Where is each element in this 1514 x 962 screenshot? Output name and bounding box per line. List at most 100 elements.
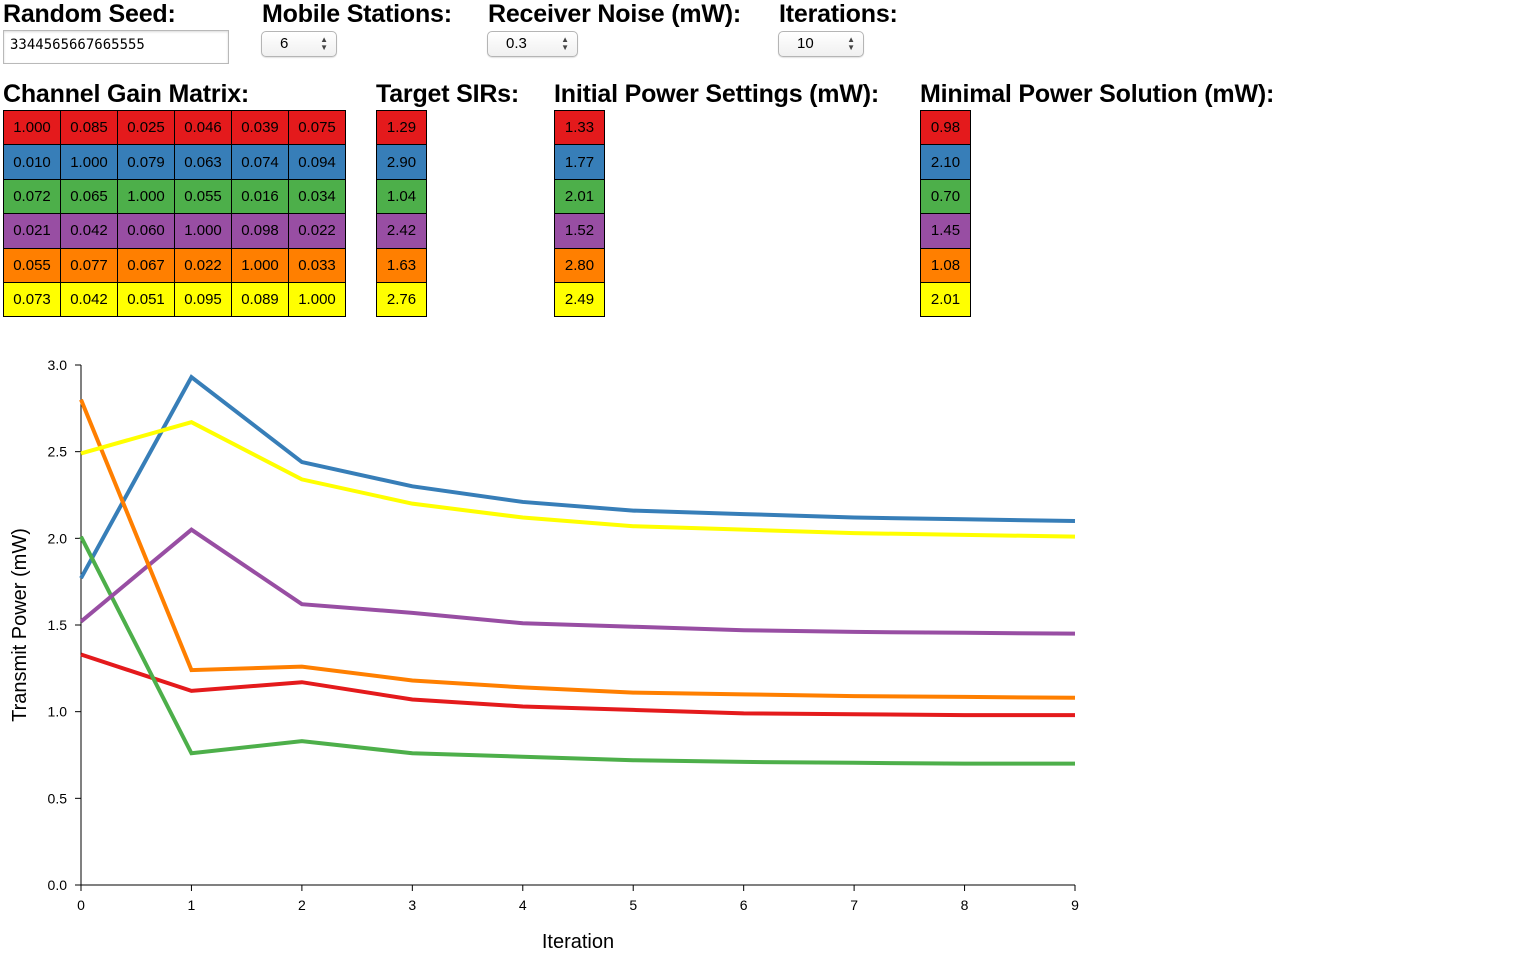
gain-cell: 0.072: [3, 178, 61, 215]
gain-cell: 0.065: [60, 178, 118, 215]
minimal-power-label: Minimal Power Solution (mW):: [920, 80, 1275, 108]
mobile-stations-label: Mobile Stations:: [262, 0, 452, 28]
table-row: 0.70: [920, 178, 971, 215]
stepper-arrows-icon[interactable]: ▲ ▼: [320, 35, 328, 52]
initial-power-table: 1.33 1.77 2.01 1.52 2.80 2.49: [554, 109, 605, 318]
y-tick-label: 2.0: [48, 530, 68, 546]
y-tick-label: 3.0: [48, 357, 68, 373]
table-row: 1.000 0.085 0.025 0.046 0.039 0.075: [3, 109, 346, 146]
table-row: 2.42: [376, 213, 427, 249]
table-row: 2.01: [920, 281, 971, 318]
gain-cell: 0.089: [231, 281, 289, 318]
series-line-2: [79, 535, 1075, 766]
x-tick-label: 9: [1071, 897, 1079, 913]
gain-cell: 0.085: [60, 109, 118, 146]
table-row: 2.76: [376, 281, 427, 318]
minimal-power-cell: 2.01: [920, 281, 971, 318]
y-tick-label: 0.5: [48, 790, 68, 806]
channel-gain-matrix-label: Channel Gain Matrix:: [3, 80, 250, 108]
gain-cell: 0.075: [288, 109, 346, 146]
table-row: 1.29: [376, 109, 427, 146]
table-row: 1.33: [554, 109, 605, 146]
iterations-label: Iterations:: [779, 0, 898, 28]
x-tick-label: 4: [519, 897, 527, 913]
target-sirs-label: Target SIRs:: [376, 80, 519, 108]
x-tick-label: 1: [188, 897, 196, 913]
sir-cell: 1.29: [376, 109, 427, 146]
gain-cell: 0.094: [288, 144, 346, 180]
iterations-value: 10: [797, 35, 814, 52]
gain-cell: 0.095: [174, 281, 232, 318]
gain-cell: 0.073: [3, 281, 61, 318]
table-row: 0.073 0.042 0.051 0.095 0.089 1.000: [3, 281, 346, 318]
chart-series: [79, 374, 1076, 766]
series-line-4: [79, 398, 1076, 700]
x-tick-label: 0: [77, 897, 85, 913]
y-tick-label: 1.5: [48, 617, 68, 633]
table-row: 2.10: [920, 144, 971, 180]
table-row: 2.90: [376, 144, 427, 180]
y-tick-label: 2.5: [48, 444, 68, 460]
gain-cell: 0.039: [231, 109, 289, 146]
minimal-power-table: 0.98 2.10 0.70 1.45 1.08 2.01: [920, 109, 971, 318]
receiver-noise-label: Receiver Noise (mW):: [488, 0, 742, 28]
initial-power-label: Initial Power Settings (mW):: [554, 80, 879, 108]
receiver-noise-stepper[interactable]: 0.3 ▲ ▼: [487, 31, 578, 57]
series-line-1: [79, 374, 1076, 580]
minimal-power-cell: 1.45: [920, 213, 971, 249]
gain-cell: 0.098: [231, 213, 289, 249]
stepper-arrows-icon[interactable]: ▲ ▼: [561, 35, 569, 52]
mobile-stations-stepper[interactable]: 6 ▲ ▼: [261, 31, 337, 57]
initial-power-cell: 2.80: [554, 247, 605, 283]
iterations-stepper[interactable]: 10 ▲ ▼: [778, 31, 864, 57]
table-row: 0.021 0.042 0.060 1.000 0.098 0.022: [3, 213, 346, 249]
gain-cell: 0.010: [3, 144, 61, 180]
table-row: 0.010 1.000 0.079 0.063 0.074 0.094: [3, 144, 346, 180]
gain-cell: 0.051: [117, 281, 175, 318]
initial-power-cell: 2.49: [554, 281, 605, 318]
receiver-noise-value: 0.3: [506, 35, 527, 52]
gain-cell: 0.055: [3, 247, 61, 283]
target-sirs-table: 1.29 2.90 1.04 2.42 1.63 2.76: [376, 109, 427, 318]
table-row: 1.45: [920, 213, 971, 249]
series-line-0: [80, 652, 1075, 718]
gain-cell: 0.033: [288, 247, 346, 283]
initial-power-cell: 1.77: [554, 144, 605, 180]
x-tick-label: 3: [408, 897, 416, 913]
gain-cell: 0.077: [60, 247, 118, 283]
random-seed-label: Random Seed:: [3, 0, 176, 28]
x-tick-label: 6: [740, 897, 748, 913]
x-tick-label: 5: [629, 897, 637, 913]
x-axis-label: Iteration: [542, 931, 614, 953]
series-line-5: [80, 420, 1076, 539]
x-tick-label: 7: [850, 897, 858, 913]
minimal-power-cell: 2.10: [920, 144, 971, 180]
gain-cell: 0.074: [231, 144, 289, 180]
channel-gain-matrix: 1.000 0.085 0.025 0.046 0.039 0.075 0.01…: [3, 109, 346, 318]
minimal-power-cell: 0.70: [920, 178, 971, 215]
stepper-arrows-icon[interactable]: ▲ ▼: [847, 35, 855, 52]
gain-cell: 1.000: [288, 281, 346, 318]
x-tick-label: 2: [298, 897, 306, 913]
mobile-stations-value: 6: [280, 35, 289, 52]
initial-power-cell: 1.52: [554, 213, 605, 249]
y-tick-label: 1.0: [48, 704, 68, 720]
table-row: 1.77: [554, 144, 605, 180]
gain-cell: 0.022: [174, 247, 232, 283]
x-tick-label: 8: [961, 897, 969, 913]
table-row: 2.01: [554, 178, 605, 215]
table-row: 2.80: [554, 247, 605, 283]
gain-cell: 0.034: [288, 178, 346, 215]
y-axis-label: Transmit Power (mW): [9, 528, 31, 722]
chart-axes: 0 1 2 3 4 5 6 7 8 9 0.0 0.5 1.0 1.5 2.0 2.5 3.0: [48, 357, 1080, 913]
random-seed-input[interactable]: 3344565667665555: [3, 30, 229, 64]
series-line-3: [79, 527, 1076, 636]
gain-cell: 0.060: [117, 213, 175, 249]
sir-cell: 2.76: [376, 281, 427, 318]
y-tick-label: 0.0: [48, 877, 68, 893]
initial-power-cell: 1.33: [554, 109, 605, 146]
table-row: 2.49: [554, 281, 605, 318]
gain-cell: 1.000: [3, 109, 61, 146]
table-row: 1.52: [554, 213, 605, 249]
